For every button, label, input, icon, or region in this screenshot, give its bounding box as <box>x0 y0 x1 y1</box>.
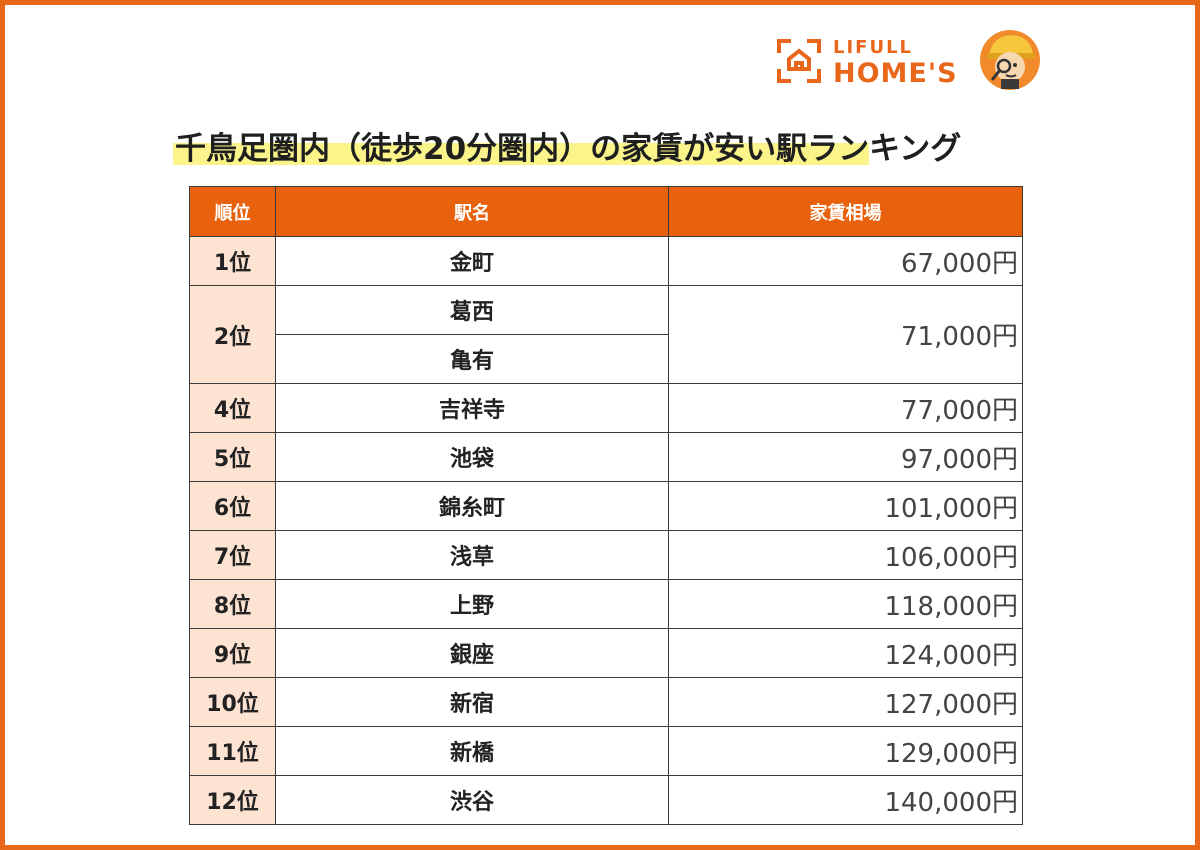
rank-cell: 11位 <box>189 726 276 776</box>
logo-line-2: HOME'S <box>833 58 958 89</box>
station-cell: 池袋 <box>275 432 669 482</box>
table-row: 9位 銀座 124,000円 <box>189 628 1023 678</box>
rent-cell: 67,000円 <box>668 236 1023 286</box>
station-cell: 上野 <box>275 579 669 629</box>
table-row: 5位 池袋 97,000円 <box>189 432 1023 482</box>
rank-cell: 12位 <box>189 775 276 825</box>
rent-cell: 124,000円 <box>668 628 1023 678</box>
station-cell: 金町 <box>275 236 669 286</box>
title-area: 千鳥足圏内（徒歩20分圏内）の家賃が安い駅ランキング <box>165 117 1045 177</box>
rent-cell: 140,000円 <box>668 775 1023 825</box>
station-cell: 渋谷 <box>275 775 669 825</box>
table-row: 4位 吉祥寺 77,000円 <box>189 383 1023 433</box>
rent-cell: 118,000円 <box>668 579 1023 629</box>
station-cell: 新橋 <box>275 726 669 776</box>
table-row: 10位 新宿 127,000円 <box>189 677 1023 727</box>
table-row: 1位 金町 67,000円 <box>189 236 1023 286</box>
logo-line-1: LIFULL <box>833 37 914 58</box>
station-cell: 浅草 <box>275 530 669 580</box>
header-rank: 順位 <box>189 186 276 237</box>
rent-cell: 77,000円 <box>668 383 1023 433</box>
rank-cell: 6位 <box>189 481 276 531</box>
ranking-table: 順位 駅名 家賃相場 1位 金町 67,000円 2位 葛西 71,000円 亀… <box>189 186 1023 825</box>
rank-cell: 7位 <box>189 530 276 580</box>
title-highlight <box>173 143 869 165</box>
table-row: 2位 葛西 71,000円 <box>189 285 1023 384</box>
rank-cell: 10位 <box>189 677 276 727</box>
rank-cell: 2位 <box>189 285 276 384</box>
station-cell: 銀座 <box>275 628 669 678</box>
page-title: 千鳥足圏内（徒歩20分圏内）の家賃が安い駅ランキング <box>175 131 962 167</box>
table-header-row: 順位 駅名 家賃相場 <box>189 186 1023 237</box>
table-row: 8位 上野 118,000円 <box>189 579 1023 629</box>
table-row: 亀有 <box>190 334 1023 384</box>
rent-cell: 97,000円 <box>668 432 1023 482</box>
rent-cell: 106,000円 <box>668 530 1023 580</box>
mascot-detective-icon <box>980 30 1040 90</box>
rank-cell: 4位 <box>189 383 276 433</box>
station-cell: 亀有 <box>275 334 669 384</box>
station-cell: 葛西 <box>275 285 669 335</box>
rank-cell: 5位 <box>189 432 276 482</box>
station-cell: 吉祥寺 <box>275 383 669 433</box>
rent-cell: 127,000円 <box>668 677 1023 727</box>
rent-cell: 71,000円 <box>668 285 1023 384</box>
rent-cell: 129,000円 <box>668 726 1023 776</box>
table-row: 12位 渋谷 140,000円 <box>189 775 1023 825</box>
table-row: 11位 新橋 129,000円 <box>189 726 1023 776</box>
table-row: 7位 浅草 106,000円 <box>189 530 1023 580</box>
rank-cell: 8位 <box>189 579 276 629</box>
rank-cell: 1位 <box>189 236 276 286</box>
lifull-homes-logo: LIFULL HOME'S <box>775 27 1045 93</box>
header-station: 駅名 <box>275 186 669 237</box>
rank-cell: 9位 <box>189 628 276 678</box>
station-cell: 錦糸町 <box>275 481 669 531</box>
header-rent: 家賃相場 <box>668 186 1023 237</box>
table-row: 6位 錦糸町 101,000円 <box>189 481 1023 531</box>
station-cell: 新宿 <box>275 677 669 727</box>
rent-cell: 101,000円 <box>668 481 1023 531</box>
house-frame-icon <box>777 39 821 83</box>
